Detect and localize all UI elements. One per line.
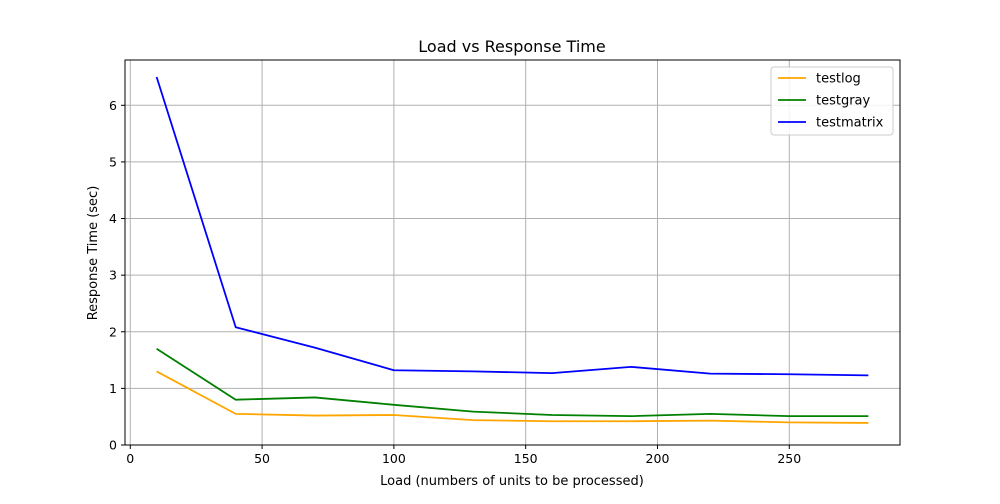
x-tick-label: 50	[254, 451, 270, 466]
series-lines	[155, 76, 869, 424]
y-tick-label: 4	[109, 211, 117, 226]
y-tick-label: 5	[109, 154, 117, 169]
y-tick-label: 0	[109, 438, 117, 453]
legend-box	[770, 66, 894, 136]
x-axis-ticks: 0 50 100 150 200 250	[126, 445, 801, 466]
x-tick-label: 100	[382, 451, 406, 466]
legend-label-testgray: testgray	[816, 94, 871, 109]
series-line-testmatrix	[155, 76, 869, 377]
y-tick-label: 3	[109, 268, 117, 283]
y-tick-label: 2	[109, 324, 117, 339]
x-tick-label: 250	[777, 451, 801, 466]
chart-title: Load vs Response Time	[418, 37, 605, 56]
legend: testlog testgray testmatrix	[770, 66, 894, 136]
series-line-testgray	[156, 347, 869, 418]
y-tick-label: 1	[109, 381, 117, 396]
x-tick-label: 200	[646, 451, 670, 466]
x-tick-label: 0	[126, 451, 134, 466]
y-axis-label: Response Time (sec)	[86, 186, 101, 321]
plot-area-frame	[124, 59, 901, 446]
y-axis-ticks: 0 1 2 3 4 5 6	[109, 98, 125, 453]
y-tick-label: 6	[109, 98, 117, 113]
legend-label-testlog: testlog	[816, 72, 861, 87]
series-line-testlog	[156, 370, 869, 424]
legend-label-testmatrix: testmatrix	[816, 116, 884, 131]
x-axis-label: Load (numbers of units to be processed)	[380, 474, 644, 489]
x-tick-label: 150	[514, 451, 538, 466]
